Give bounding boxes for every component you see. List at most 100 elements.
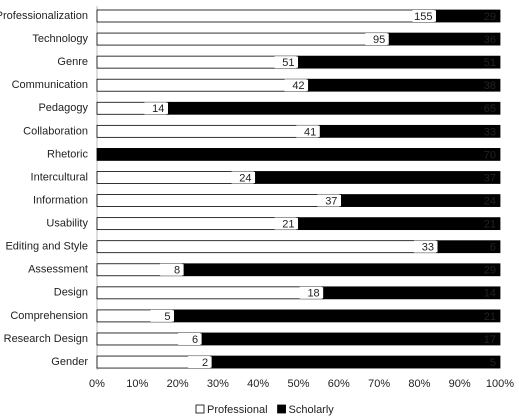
bar-segment [96, 217, 299, 231]
data-label: 42 [292, 80, 304, 92]
y-tick-label: Genre [57, 56, 88, 68]
data-label: 21 [282, 219, 294, 231]
y-tick-label: Professionalization [0, 10, 88, 22]
data-label: 8 [174, 265, 180, 277]
label-background [274, 217, 297, 230]
data-label: 14 [484, 288, 496, 300]
y-tick-label: Editing and Style [5, 241, 88, 253]
bar-segment [96, 32, 390, 46]
label-background [150, 309, 173, 322]
data-label: 70 [484, 149, 496, 161]
bar-segment [436, 9, 501, 23]
data-label: 65 [484, 103, 496, 115]
data-label: 14 [152, 103, 164, 115]
x-tick-label: 70% [368, 378, 390, 390]
data-label: 51 [282, 57, 294, 69]
label-background [317, 194, 340, 207]
bar-segment [96, 286, 325, 300]
data-label: 33 [484, 126, 496, 138]
bar-segment [174, 309, 501, 323]
data-label: 155 [414, 11, 432, 23]
data-label: 24 [484, 195, 496, 207]
data-label: 37 [325, 195, 337, 207]
data-label: 21 [484, 311, 496, 323]
bar-segment [96, 78, 309, 92]
x-tick-label: 90% [449, 378, 471, 390]
y-tick-label: Pedagogy [38, 102, 88, 114]
data-label: 18 [307, 288, 319, 300]
data-label: 41 [304, 126, 316, 138]
data-label: 6 [192, 334, 198, 346]
x-tick-label: 20% [167, 378, 189, 390]
data-label: 36 [484, 34, 496, 46]
y-tick-label: Technology [32, 33, 88, 45]
y-tick-label: Collaboration [23, 125, 88, 137]
legend-label: Scholarly [289, 404, 335, 416]
x-tick-label: 0% [89, 378, 105, 390]
x-tick-label: 100% [486, 378, 514, 390]
label-background [284, 79, 307, 92]
bar-segment [96, 148, 501, 161]
data-label: 2 [202, 357, 208, 369]
x-tick-label: 50% [287, 378, 309, 390]
bar-segment [388, 32, 501, 46]
label-background [414, 240, 436, 253]
bar-segment [298, 217, 501, 231]
y-tick-label: Gender [51, 356, 88, 368]
bar-segment [96, 124, 321, 138]
y-tick-label: Information [33, 194, 88, 206]
y-tick-label: Comprehension [10, 310, 88, 322]
data-label: 95 [373, 34, 385, 46]
data-label: 29 [484, 11, 496, 23]
y-tick-label: Usability [46, 218, 88, 230]
bar-segment [201, 332, 501, 346]
bar-segment [437, 240, 501, 254]
y-tick-label: Assessment [28, 264, 88, 276]
legend-swatch [277, 404, 286, 414]
bar-segment [341, 194, 501, 207]
y-tick-label: Design [54, 287, 88, 299]
label-background [231, 171, 254, 184]
data-label: 37 [484, 172, 496, 184]
y-tick-label: Research Design [4, 333, 88, 345]
data-label: 29 [484, 265, 496, 277]
data-label: 38 [484, 80, 496, 92]
data-label: 5 [490, 357, 496, 369]
bar-segment [96, 240, 439, 254]
y-tick-label: Intercultural [31, 171, 88, 183]
bar-segment [168, 101, 501, 115]
data-label: 6 [490, 242, 496, 254]
data-label: 17 [484, 334, 496, 346]
label-background [178, 332, 201, 345]
legend-label: Professional [207, 404, 268, 416]
label-background [296, 125, 319, 138]
x-tick-label: 60% [328, 378, 350, 390]
label-background [365, 33, 388, 46]
label-background [144, 102, 167, 115]
bar-segment [183, 263, 501, 277]
bar-segment [255, 171, 501, 184]
label-background [160, 263, 183, 276]
bar-segment [323, 286, 501, 300]
data-label: 51 [484, 57, 496, 69]
x-tick-label: 30% [207, 378, 229, 390]
bar-segment [319, 124, 501, 138]
label-background [274, 56, 297, 69]
y-tick-label: Communication [12, 79, 88, 91]
bar-segment [96, 194, 342, 207]
x-tick-label: 80% [408, 378, 430, 390]
legend-swatch [195, 404, 205, 414]
data-label: 21 [484, 219, 496, 231]
x-tick-label: 10% [126, 378, 148, 390]
bar-segment [96, 9, 437, 23]
bar-segment [211, 355, 501, 369]
x-tick-label: 40% [247, 378, 269, 390]
data-label: 33 [422, 242, 434, 254]
label-background [299, 286, 322, 299]
bar-segment [298, 55, 501, 69]
label-background [188, 356, 211, 369]
bar-segment [308, 78, 501, 92]
y-tick-label: Rhetoric [47, 148, 88, 160]
data-label: 5 [164, 311, 170, 323]
